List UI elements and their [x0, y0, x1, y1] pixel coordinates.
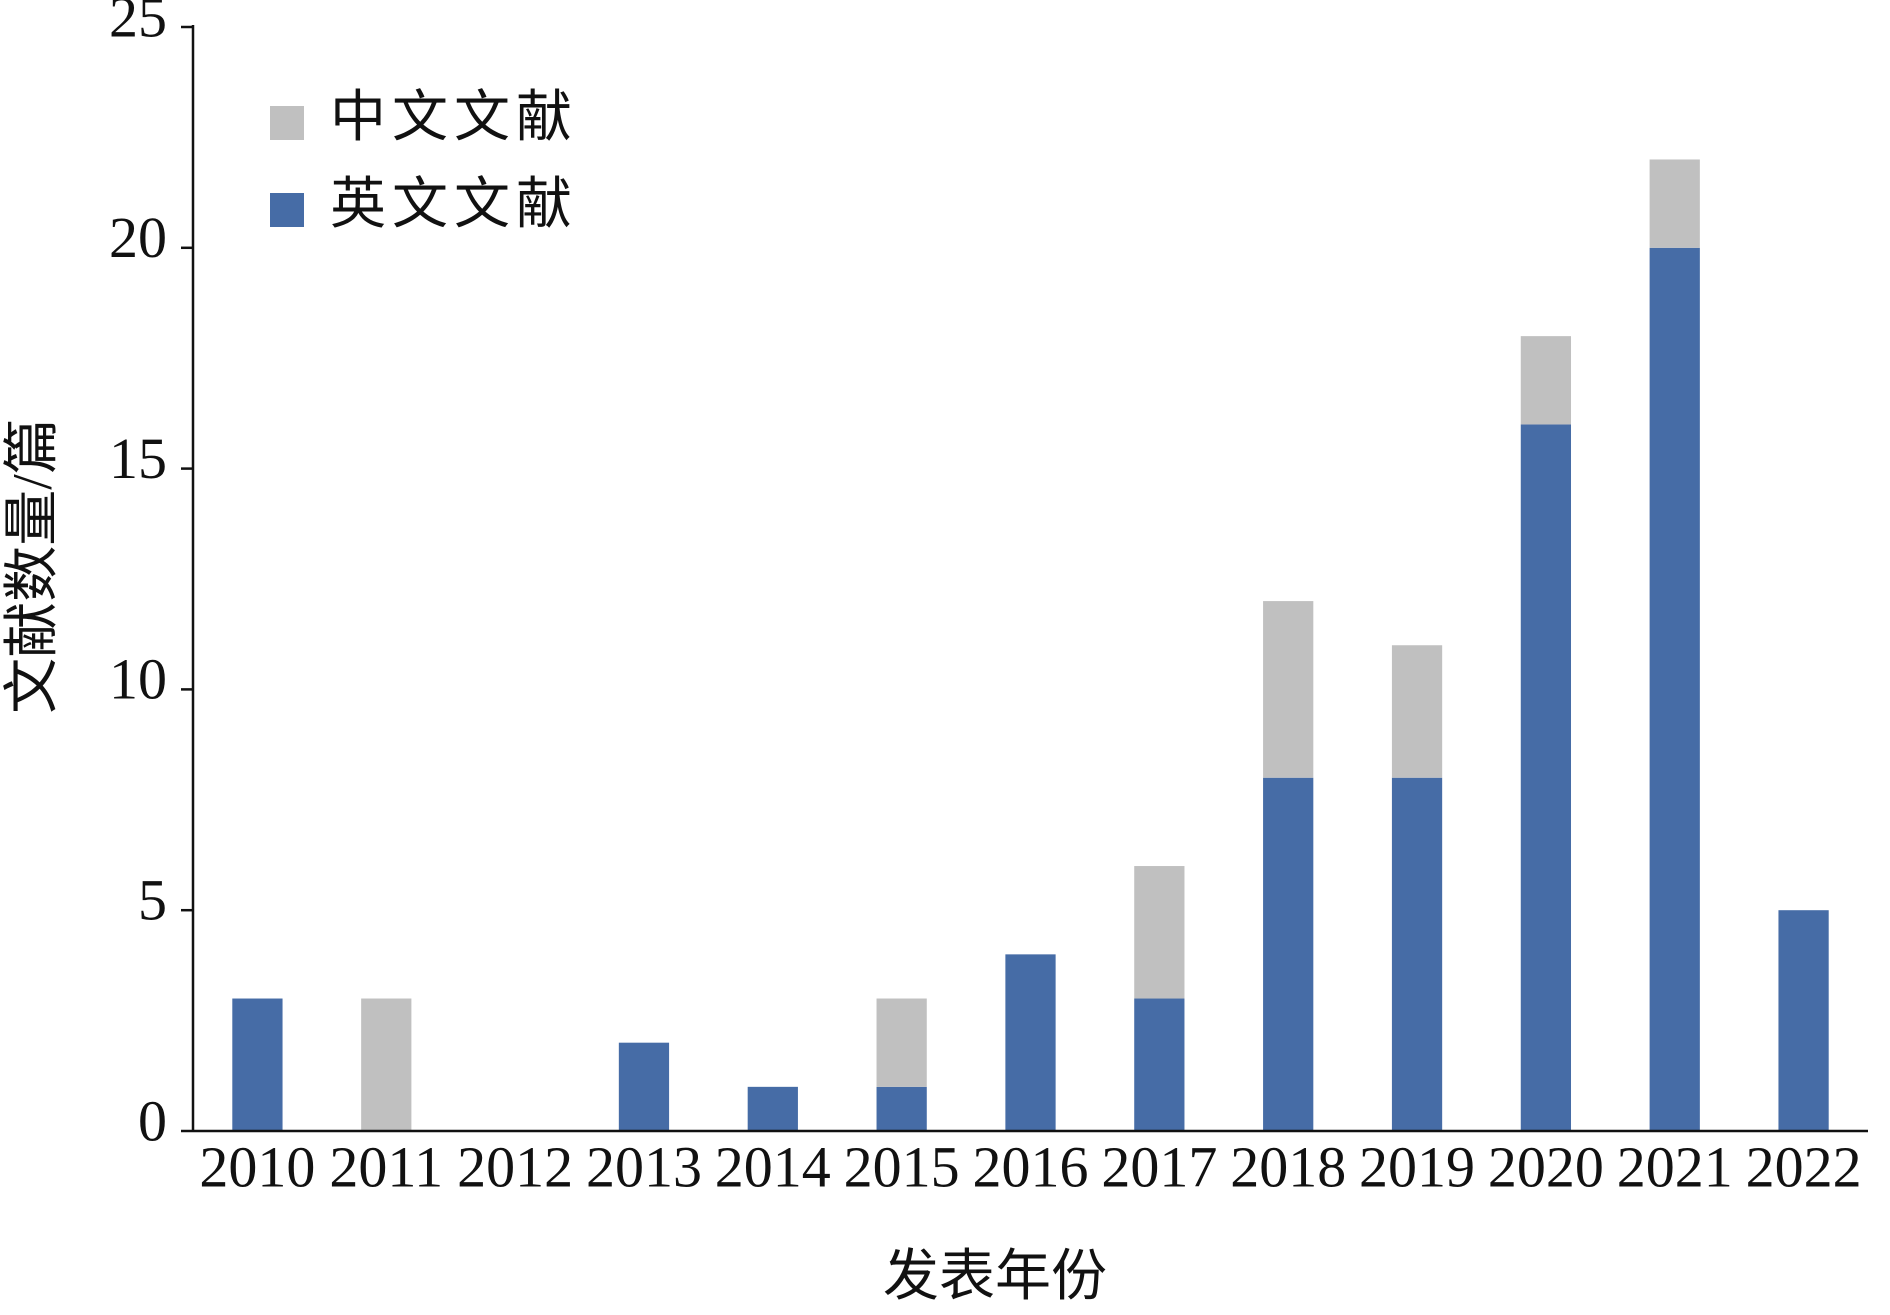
x-tick-label: 2018: [1230, 1134, 1346, 1199]
legend-label: 英文文献: [330, 174, 578, 236]
legend-swatch: [270, 106, 304, 140]
x-tick-label: 2019: [1359, 1134, 1475, 1199]
bar-segment: [1778, 910, 1829, 1131]
x-tick-label: 2021: [1617, 1134, 1733, 1199]
legend-label: 中文文献: [330, 87, 578, 149]
x-tick-label: 2010: [199, 1134, 315, 1199]
y-tick-label: 15: [109, 426, 167, 491]
bar-segment: [1520, 336, 1572, 425]
bar-segment: [1649, 159, 1700, 248]
bar-segment: [1520, 424, 1572, 1131]
x-axis-title: 发表年份: [883, 1246, 1107, 1308]
x-tick-label: 2012: [457, 1134, 573, 1199]
bar-segment: [232, 998, 283, 1131]
x-tick-label: 2017: [1101, 1134, 1217, 1199]
bar-segment: [1391, 777, 1443, 1131]
bar-segment: [361, 998, 412, 1131]
bar-segment: [1263, 777, 1314, 1131]
bar-segment: [1134, 998, 1185, 1131]
bar-segment: [747, 1086, 798, 1131]
legend-swatch: [270, 193, 304, 227]
y-tick-label: 10: [109, 647, 167, 712]
y-tick-label: 0: [138, 1088, 167, 1153]
x-tick-label: 2016: [973, 1134, 1089, 1199]
y-tick-label: 20: [109, 205, 167, 270]
bar-segment: [1391, 645, 1443, 778]
y-tick-label: 5: [138, 868, 167, 933]
x-tick-label: 2022: [1746, 1134, 1862, 1199]
bar-segment: [618, 1042, 670, 1131]
x-tick-label: 2011: [329, 1134, 443, 1199]
bar-segment: [1134, 866, 1185, 999]
y-tick-label: 25: [109, 0, 167, 49]
bar-segment: [1649, 247, 1700, 1132]
x-tick-label: 2013: [586, 1134, 702, 1199]
x-tick-label: 2015: [844, 1134, 960, 1199]
x-tick-label: 2014: [715, 1134, 831, 1199]
bar-segment: [1005, 954, 1056, 1131]
bar-segment: [876, 998, 927, 1087]
bar-segment: [876, 1086, 927, 1131]
bar-segment: [1263, 601, 1314, 778]
y-axis-title: 文献数量/篇: [2, 418, 64, 714]
x-tick-label: 2020: [1488, 1134, 1604, 1199]
